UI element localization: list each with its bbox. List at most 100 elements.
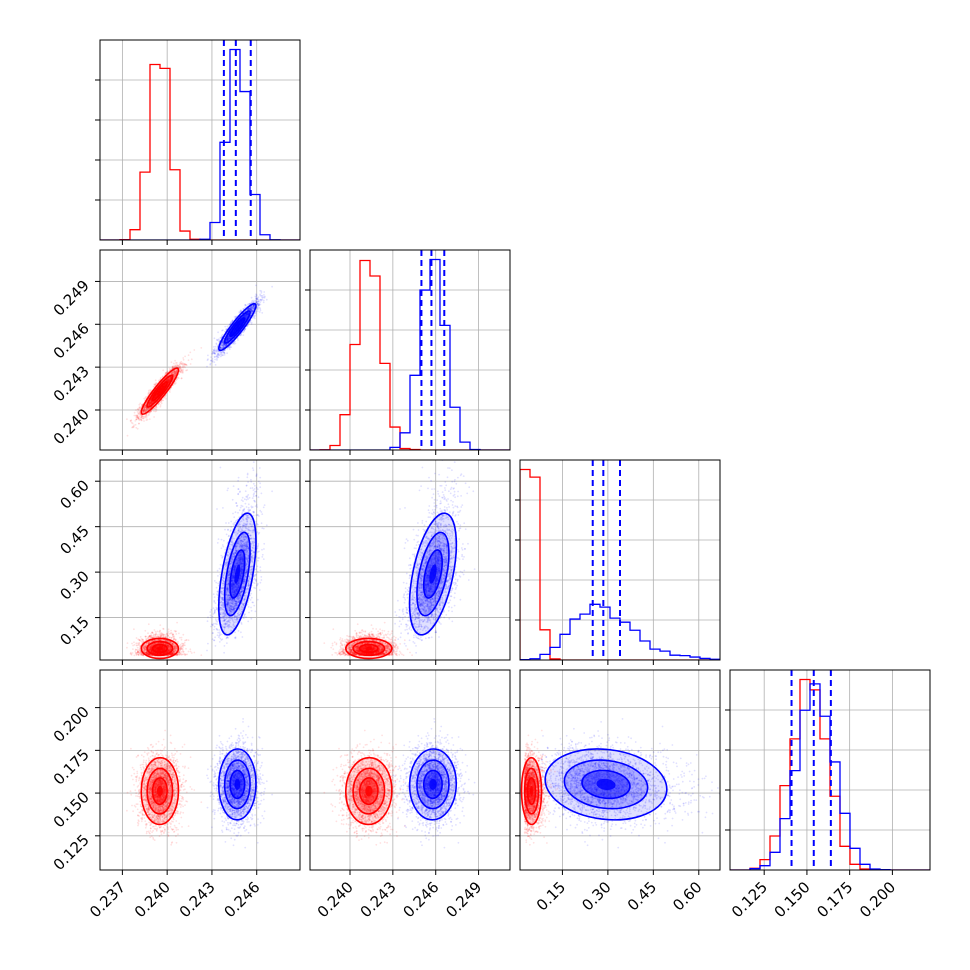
sample-point [143, 406, 146, 409]
sample-point [162, 385, 165, 388]
sample-point [149, 403, 151, 406]
sample-point [138, 406, 141, 409]
sample-point [163, 385, 165, 387]
sample-point [154, 395, 157, 398]
sample-point [169, 378, 171, 381]
sample-point [254, 311, 257, 314]
sample-point [167, 379, 169, 381]
sample-point [265, 298, 268, 301]
sample-point [148, 391, 150, 393]
sample-point [179, 371, 182, 374]
sample-point [151, 401, 153, 404]
sample-point [167, 379, 170, 382]
sample-point [139, 417, 142, 419]
sample-point [170, 372, 173, 374]
sample-point [141, 410, 144, 413]
sample-point [154, 394, 157, 397]
sample-point [149, 401, 152, 403]
sample-point [162, 385, 165, 388]
sample-point [182, 363, 185, 365]
sample-point [142, 409, 144, 412]
sample-point [150, 399, 152, 402]
sample-point [142, 411, 145, 413]
sample-point [200, 347, 203, 349]
sample-point [137, 409, 140, 412]
sample-point [242, 334, 245, 336]
sample-point [174, 364, 177, 367]
sample-point [171, 366, 174, 369]
sample-point [165, 379, 168, 382]
sample-point [183, 363, 186, 365]
sample-point [223, 354, 226, 356]
sample-point [170, 372, 173, 374]
sample-point [149, 403, 151, 405]
sample-point [159, 404, 162, 406]
sample-point [170, 376, 172, 379]
sample-point [129, 420, 132, 422]
sample-point [254, 299, 256, 302]
sample-point [126, 434, 129, 437]
sample-point [135, 426, 138, 429]
sample-point [143, 406, 146, 409]
sample-point [133, 411, 136, 414]
sample-point [180, 360, 183, 363]
sample-point [172, 370, 174, 373]
sample-point [184, 355, 186, 358]
sample-point [168, 378, 171, 381]
sample-point [147, 414, 150, 417]
sample-point [150, 398, 153, 401]
sample-point [166, 379, 169, 382]
sample-point [145, 415, 148, 417]
sample-point [223, 352, 226, 355]
sample-point [140, 415, 143, 417]
sample-point [170, 373, 172, 375]
sample-point [168, 380, 170, 383]
sample-point [131, 426, 133, 429]
sample-point [136, 408, 139, 410]
sample-point [147, 392, 150, 394]
sample-point [169, 378, 171, 381]
sample-point [134, 423, 137, 426]
sample-point [168, 377, 171, 379]
sample-point [144, 396, 147, 399]
sample-point [140, 416, 143, 419]
sample-point [167, 378, 169, 381]
sample-point [149, 402, 152, 405]
sample-point [150, 400, 153, 403]
sample-point [153, 407, 156, 410]
sample-point [213, 361, 216, 363]
sample-point [172, 374, 175, 376]
sample-point [167, 380, 170, 383]
sample-point [163, 396, 166, 399]
sample-point [177, 364, 179, 367]
sample-point [167, 379, 169, 382]
sample-point [259, 301, 262, 303]
sample-point [143, 420, 145, 422]
sample-point [179, 371, 182, 373]
sample-point [149, 399, 152, 402]
sample-point [132, 425, 134, 428]
sample-point [174, 370, 177, 373]
sample-point [168, 377, 171, 380]
sample-point [149, 402, 152, 404]
sample-point [169, 377, 172, 380]
sample-point [172, 365, 175, 367]
sample-point [173, 375, 176, 378]
sample-point [141, 417, 144, 420]
sample-point [150, 400, 153, 403]
sample-point [170, 372, 173, 374]
sample-point [179, 366, 181, 369]
sample-point [162, 385, 164, 388]
sample-point [137, 412, 140, 415]
sample-point [161, 399, 164, 402]
sample-point [143, 408, 146, 410]
sample-point [177, 365, 180, 367]
sample-point [211, 358, 214, 360]
sample-point [139, 402, 142, 405]
sample-point [168, 380, 171, 382]
sample-point [146, 408, 148, 411]
sample-point [175, 370, 178, 373]
sample-point [180, 369, 183, 372]
sample-point [258, 311, 261, 313]
sample-point [172, 372, 174, 375]
